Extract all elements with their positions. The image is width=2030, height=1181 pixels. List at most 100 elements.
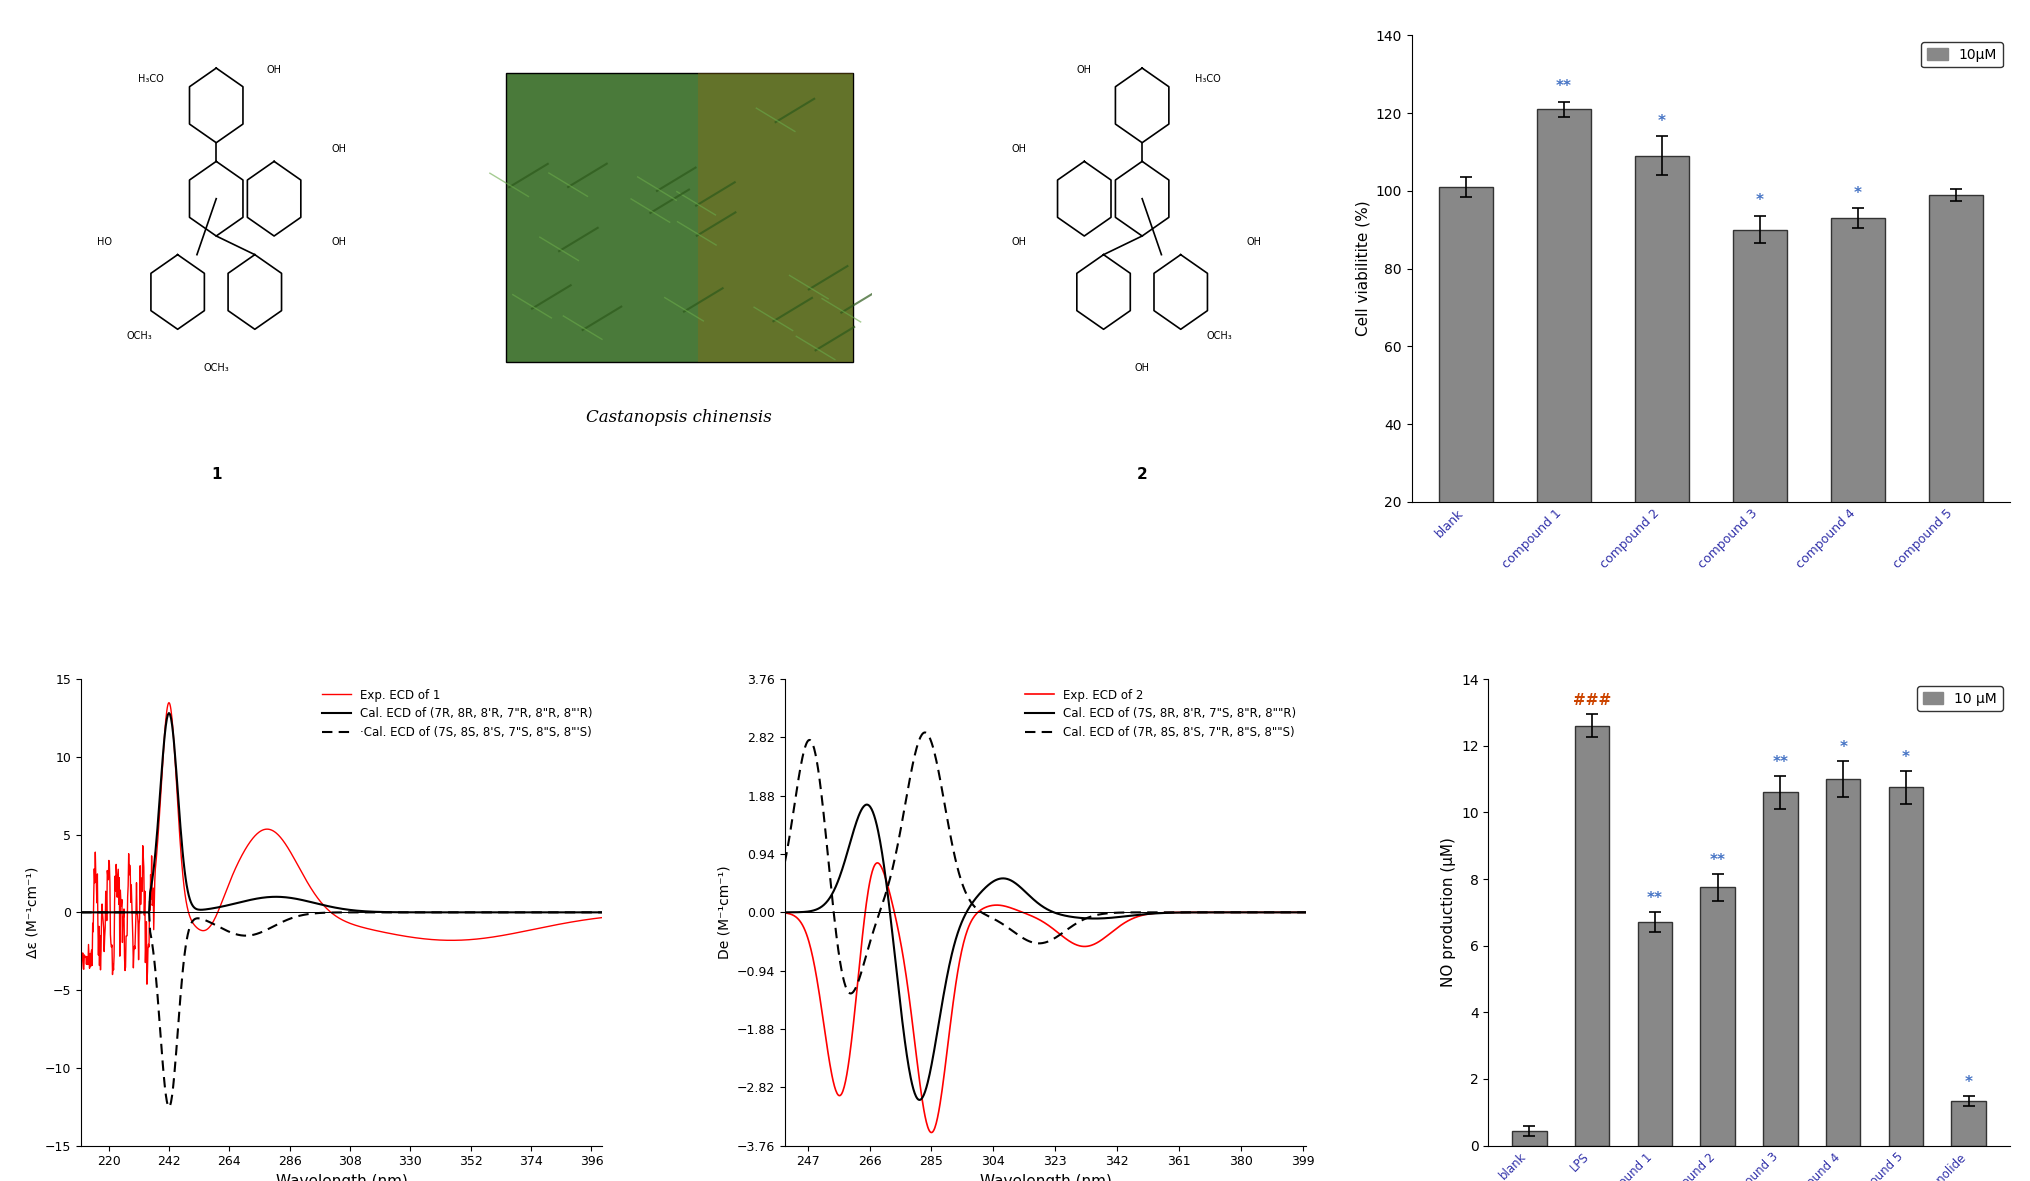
Line: Cal. ECD of (7S, 8R, 8'R, 7"S, 8"R, 8""R): Cal. ECD of (7S, 8R, 8'R, 7"S, 8"R, 8""R… bbox=[786, 804, 1305, 1100]
Exp. ECD of 2 bbox=[1106, 920, 1131, 934]
Text: **: ** bbox=[1709, 853, 1726, 868]
Cal. ECD of (7R, 8S, 8'S, 7"R, 8"S, 8""S) bbox=[914, 725, 938, 739]
Bar bbox=[1701, 887, 1736, 1146]
Text: H₃CO: H₃CO bbox=[138, 74, 164, 84]
Bar bbox=[1928, 195, 1983, 580]
Exp. ECD of 1 bbox=[428, 933, 453, 947]
Exp. ECD of 1 bbox=[156, 696, 181, 710]
Y-axis label: Δε (M⁻¹cm⁻¹): Δε (M⁻¹cm⁻¹) bbox=[26, 867, 39, 958]
Cal. ECD of (7S, 8R, 8'R, 7"S, 8"R, 8""R) bbox=[1076, 912, 1100, 926]
·Cal. ECD of (7S, 8S, 8'S, 7"S, 8"S, 8"'S) bbox=[317, 906, 341, 920]
Cal. ECD of (7S, 8R, 8'R, 7"S, 8"R, 8""R) bbox=[1222, 906, 1246, 920]
Exp. ECD of 2 bbox=[773, 906, 798, 920]
Exp. ECD of 2 bbox=[804, 972, 828, 986]
Cal. ECD of (7S, 8R, 8'R, 7"S, 8"R, 8""R) bbox=[1293, 906, 1317, 920]
Cal. ECD of (7R, 8R, 8'R, 7"R, 8"R, 8"'R) bbox=[321, 900, 345, 914]
Text: H₃CO: H₃CO bbox=[1196, 74, 1220, 84]
·Cal. ECD of (7S, 8S, 8'S, 7"S, 8"S, 8"'S) bbox=[579, 906, 603, 920]
Text: *: * bbox=[1839, 739, 1847, 755]
Text: **: ** bbox=[1772, 755, 1788, 770]
Cal. ECD of (7S, 8R, 8'R, 7"S, 8"R, 8""R) bbox=[855, 797, 879, 811]
Bar bbox=[1634, 156, 1689, 580]
Bar bbox=[1575, 726, 1610, 1146]
Text: OH: OH bbox=[1076, 65, 1092, 74]
Bar bbox=[1734, 230, 1786, 580]
FancyBboxPatch shape bbox=[698, 73, 853, 361]
Exp. ECD of 2 bbox=[1076, 939, 1100, 953]
Y-axis label: Cell viabilitite (%): Cell viabilitite (%) bbox=[1356, 201, 1370, 337]
Cal. ECD of (7S, 8R, 8'R, 7"S, 8"R, 8""R) bbox=[804, 902, 828, 916]
Exp. ECD of 2 bbox=[920, 1125, 944, 1140]
·Cal. ECD of (7S, 8S, 8'S, 7"S, 8"S, 8"'S) bbox=[591, 906, 615, 920]
Text: HO: HO bbox=[97, 237, 112, 247]
Bar bbox=[1951, 1101, 1985, 1146]
Text: OCH₃: OCH₃ bbox=[203, 364, 229, 373]
Cal. ECD of (7S, 8R, 8'R, 7"S, 8"R, 8""R) bbox=[1106, 911, 1131, 925]
Bar bbox=[1537, 110, 1592, 580]
Bar bbox=[1831, 218, 1884, 580]
Line: Exp. ECD of 1: Exp. ECD of 1 bbox=[81, 703, 603, 984]
Text: OH: OH bbox=[1135, 364, 1149, 373]
Cal. ECD of (7R, 8R, 8'R, 7"R, 8"R, 8"'R) bbox=[351, 905, 376, 919]
Text: *: * bbox=[1965, 1075, 1973, 1090]
X-axis label: Wavelength (nm): Wavelength (nm) bbox=[980, 1174, 1110, 1181]
Text: ###: ### bbox=[1573, 693, 1612, 709]
Exp. ECD of 1 bbox=[122, 939, 146, 953]
·Cal. ECD of (7S, 8S, 8'S, 7"S, 8"S, 8"'S) bbox=[321, 906, 345, 920]
Exp. ECD of 1 bbox=[300, 882, 325, 896]
Cal. ECD of (7S, 8R, 8'R, 7"S, 8"R, 8""R) bbox=[1090, 912, 1114, 926]
Exp. ECD of 2 bbox=[1222, 906, 1246, 920]
Bar bbox=[1888, 788, 1922, 1146]
Line: Cal. ECD of (7R, 8S, 8'S, 7"R, 8"S, 8""S): Cal. ECD of (7R, 8S, 8'S, 7"R, 8"S, 8""S… bbox=[786, 732, 1305, 993]
Cal. ECD of (7R, 8S, 8'S, 7"R, 8"S, 8""S) bbox=[1222, 906, 1246, 920]
·Cal. ECD of (7S, 8S, 8'S, 7"S, 8"S, 8"'S) bbox=[69, 906, 93, 920]
Text: *: * bbox=[1853, 185, 1862, 201]
Cal. ECD of (7S, 8R, 8'R, 7"S, 8"R, 8""R) bbox=[1169, 906, 1194, 920]
Exp. ECD of 2 bbox=[1090, 932, 1114, 946]
Exp. ECD of 1 bbox=[477, 931, 501, 945]
Text: OH: OH bbox=[333, 144, 347, 154]
Text: *: * bbox=[1659, 113, 1667, 129]
Text: 1: 1 bbox=[211, 466, 221, 482]
Cal. ECD of (7R, 8R, 8'R, 7"R, 8"R, 8"'R) bbox=[579, 906, 603, 920]
Legend: Exp. ECD of 1, Cal. ECD of (7R, 8R, 8'R, 7"R, 8"R, 8"'R), ·Cal. ECD of (7S, 8S, : Exp. ECD of 1, Cal. ECD of (7R, 8R, 8'R,… bbox=[319, 685, 597, 743]
Text: *: * bbox=[1756, 194, 1764, 208]
Cal. ECD of (7R, 8R, 8'R, 7"R, 8"R, 8"'R) bbox=[380, 905, 404, 919]
Legend: 10 μM: 10 μM bbox=[1916, 686, 2004, 711]
Text: *: * bbox=[1902, 750, 1910, 765]
Cal. ECD of (7R, 8S, 8'S, 7"R, 8"S, 8""S) bbox=[1169, 906, 1194, 920]
Bar bbox=[1638, 922, 1673, 1146]
Text: 2: 2 bbox=[1137, 466, 1147, 482]
X-axis label: Wavelength (nm): Wavelength (nm) bbox=[276, 1174, 408, 1181]
Exp. ECD of 1 bbox=[591, 911, 615, 925]
Exp. ECD of 1 bbox=[485, 929, 510, 944]
Exp. ECD of 1 bbox=[134, 977, 158, 991]
Exp. ECD of 2 bbox=[1293, 906, 1317, 920]
Text: OH: OH bbox=[333, 237, 347, 247]
Text: OCH₃: OCH₃ bbox=[1206, 331, 1232, 340]
Cal. ECD of (7S, 8R, 8'R, 7"S, 8"R, 8""R) bbox=[907, 1092, 932, 1107]
Cal. ECD of (7R, 8S, 8'S, 7"R, 8"S, 8""S) bbox=[838, 986, 863, 1000]
Bar bbox=[1439, 187, 1492, 580]
Cal. ECD of (7R, 8S, 8'S, 7"R, 8"S, 8""S) bbox=[1090, 907, 1114, 921]
Cal. ECD of (7R, 8S, 8'S, 7"R, 8"S, 8""S) bbox=[1076, 911, 1100, 925]
Cal. ECD of (7R, 8S, 8'S, 7"R, 8"S, 8""S) bbox=[1106, 906, 1131, 920]
Exp. ECD of 1 bbox=[280, 849, 304, 863]
Text: **: ** bbox=[1646, 892, 1663, 906]
Cal. ECD of (7R, 8S, 8'S, 7"R, 8"S, 8""S) bbox=[773, 855, 798, 869]
Legend: 10μM: 10μM bbox=[1920, 43, 2004, 67]
Cal. ECD of (7R, 8R, 8'R, 7"R, 8"R, 8"'R) bbox=[156, 706, 181, 720]
Text: OH: OH bbox=[1246, 237, 1261, 247]
Y-axis label: NO production (μM): NO production (μM) bbox=[1441, 837, 1456, 987]
Text: OH: OH bbox=[1011, 144, 1027, 154]
Cal. ECD of (7R, 8R, 8'R, 7"R, 8"R, 8"'R) bbox=[497, 906, 522, 920]
·Cal. ECD of (7S, 8S, 8'S, 7"S, 8"S, 8"'S) bbox=[497, 906, 522, 920]
Text: OCH₃: OCH₃ bbox=[126, 331, 152, 340]
FancyBboxPatch shape bbox=[505, 73, 853, 361]
Text: OH: OH bbox=[266, 65, 282, 74]
·Cal. ECD of (7S, 8S, 8'S, 7"S, 8"S, 8"'S) bbox=[156, 1100, 181, 1114]
Legend: Exp. ECD of 2, Cal. ECD of (7S, 8R, 8'R, 7"S, 8"R, 8""R), Cal. ECD of (7R, 8S, 8: Exp. ECD of 2, Cal. ECD of (7S, 8R, 8'R,… bbox=[1021, 685, 1299, 743]
·Cal. ECD of (7S, 8S, 8'S, 7"S, 8"S, 8"'S) bbox=[380, 906, 404, 920]
·Cal. ECD of (7S, 8S, 8'S, 7"S, 8"S, 8"'S) bbox=[351, 906, 376, 920]
Text: **: ** bbox=[1555, 79, 1571, 93]
